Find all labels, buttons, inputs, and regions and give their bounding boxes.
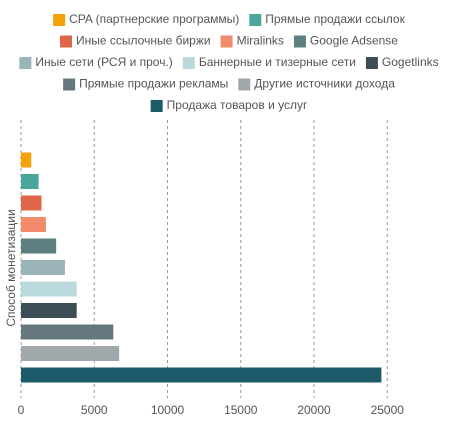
- x-tick-label: 0: [18, 403, 25, 417]
- x-tick-label: 20000: [297, 403, 331, 417]
- bar: [21, 152, 32, 168]
- legend-row: Иные ссылочные биржи Miralinks Google Adse…: [60, 34, 398, 48]
- bar: [21, 346, 120, 361]
- legend-label: Другие источники дохода: [254, 77, 395, 91]
- legend-swatch: [53, 14, 66, 26]
- legend-swatch: [238, 78, 251, 91]
- legend-item: Баннерные и тизерные сети: [182, 55, 356, 69]
- legend-label: Продажа товаров и услуг: [167, 98, 308, 112]
- bar: [21, 324, 114, 340]
- bar: [21, 217, 46, 232]
- legend-label: Баннерные и тизерные сети: [199, 55, 356, 69]
- legend-label: Прямые продажи ссылок: [265, 12, 405, 26]
- legend-label: Miralinks: [237, 34, 284, 48]
- legend-item: Прямые продажи рекламы: [63, 77, 228, 91]
- legend-label: Google Adsense: [310, 34, 398, 48]
- legend-swatch: [182, 57, 195, 69]
- legend-item: Иные ссылочные биржи: [60, 34, 211, 48]
- legend-row: CPA (партнерские программы) Прямые продаж…: [53, 12, 406, 26]
- legend-item: Продажа товаров и услуг: [150, 98, 308, 112]
- legend-item: Другие источники дохода: [238, 77, 395, 91]
- legend-item: Прямые продажи ссылок: [249, 12, 406, 26]
- legend-item: CPA (партнерские программы): [53, 12, 239, 26]
- legend-row: Прямые продажи рекламы Другие источники д…: [63, 77, 395, 91]
- x-tick-label: 5000: [81, 403, 108, 417]
- legend-item: Miralinks: [220, 34, 284, 48]
- legend-item: Google Adsense: [293, 34, 398, 48]
- legend-label: Прямые продажи рекламы: [79, 77, 228, 91]
- legend-swatch: [150, 100, 163, 112]
- bar: [21, 367, 382, 383]
- legend-label: Gogetlinks: [382, 55, 439, 69]
- legend-label: CPA (партнерские программы): [69, 12, 239, 26]
- legend-item: Gogetlinks: [365, 55, 439, 69]
- legend-swatch: [60, 35, 73, 48]
- legend-swatch: [293, 35, 306, 48]
- legend-row: Продажа товаров и услуг: [150, 98, 308, 112]
- legend-swatch: [19, 57, 32, 69]
- bar: [21, 303, 77, 318]
- bar: [21, 238, 57, 254]
- legend-item: Иные сети (РСЯ и проч.): [19, 55, 173, 69]
- legend-swatch: [249, 14, 262, 26]
- legend-swatch: [220, 35, 233, 48]
- x-tick-label: 10000: [151, 403, 185, 417]
- x-tick-label: 15000: [224, 403, 258, 417]
- legend-swatch: [63, 78, 76, 91]
- y-axis-label: Способ монетизации: [4, 209, 18, 326]
- bar: [21, 195, 42, 211]
- x-tick-label: 25000: [371, 403, 405, 417]
- bar: [21, 281, 77, 297]
- bar: [21, 174, 39, 189]
- legend-row: Иные сети (РСЯ и проч.) Баннерные и тизер…: [19, 55, 439, 69]
- legend-swatch: [365, 57, 378, 69]
- bar: [21, 260, 65, 275]
- legend-label: Иные ссылочные биржи: [76, 34, 211, 48]
- legend-label: Иные сети (РСЯ и проч.): [35, 55, 172, 69]
